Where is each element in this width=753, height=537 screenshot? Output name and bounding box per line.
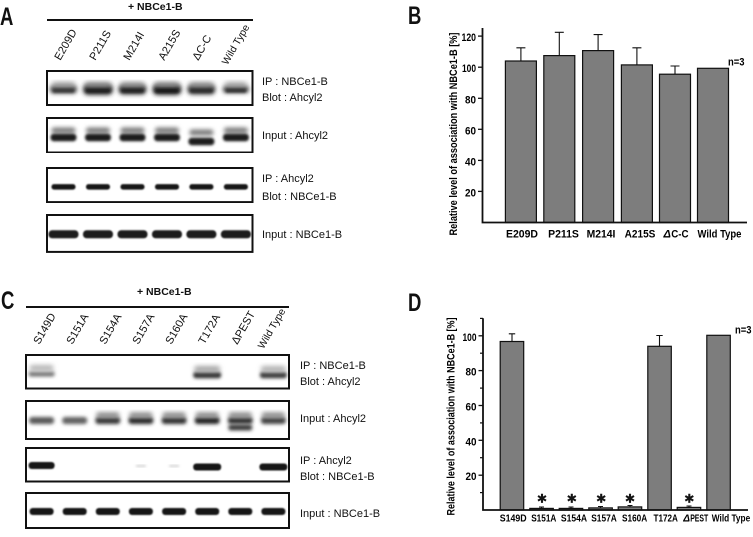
svg-text:20: 20 [465, 187, 476, 199]
svg-text:Relative level of association: Relative level of association with NBCe1… [448, 32, 460, 235]
svg-text:E209D: E209D [506, 228, 538, 240]
svg-text:M214I: M214I [587, 228, 616, 240]
svg-text:P211S: P211S [548, 228, 579, 240]
svg-text:120: 120 [462, 32, 477, 44]
svg-text:60: 60 [466, 402, 477, 414]
svg-text:Δ: Δ [663, 228, 671, 240]
svg-text:100: 100 [463, 332, 477, 344]
svg-text:PEST: PEST [690, 514, 708, 525]
svg-text:Δ: Δ [682, 514, 690, 525]
svg-text:S160A: S160A [622, 514, 647, 525]
svg-text:80: 80 [465, 94, 476, 106]
svg-text:A215S: A215S [625, 228, 656, 240]
svg-text:C-C: C-C [671, 228, 688, 240]
svg-text:S157A: S157A [591, 514, 617, 525]
svg-text:n=3: n=3 [735, 325, 752, 337]
svg-text:40: 40 [465, 156, 476, 168]
svg-text:S149D: S149D [500, 514, 527, 525]
svg-text:Wild Type: Wild Type [712, 514, 751, 525]
svg-text:40: 40 [466, 436, 477, 448]
svg-text:20: 20 [466, 471, 477, 483]
svg-text:T172A: T172A [654, 514, 678, 525]
svg-text:S151A: S151A [531, 514, 556, 525]
svg-text:Wild Type: Wild Type [698, 228, 742, 240]
svg-text:Relative level of association: Relative level of association with NBCe1… [446, 317, 458, 515]
svg-text:80: 80 [466, 367, 477, 379]
svg-text:S154A: S154A [561, 514, 587, 525]
svg-text:100: 100 [462, 63, 476, 75]
svg-text:n=3: n=3 [728, 57, 745, 69]
svg-text:60: 60 [465, 125, 476, 137]
